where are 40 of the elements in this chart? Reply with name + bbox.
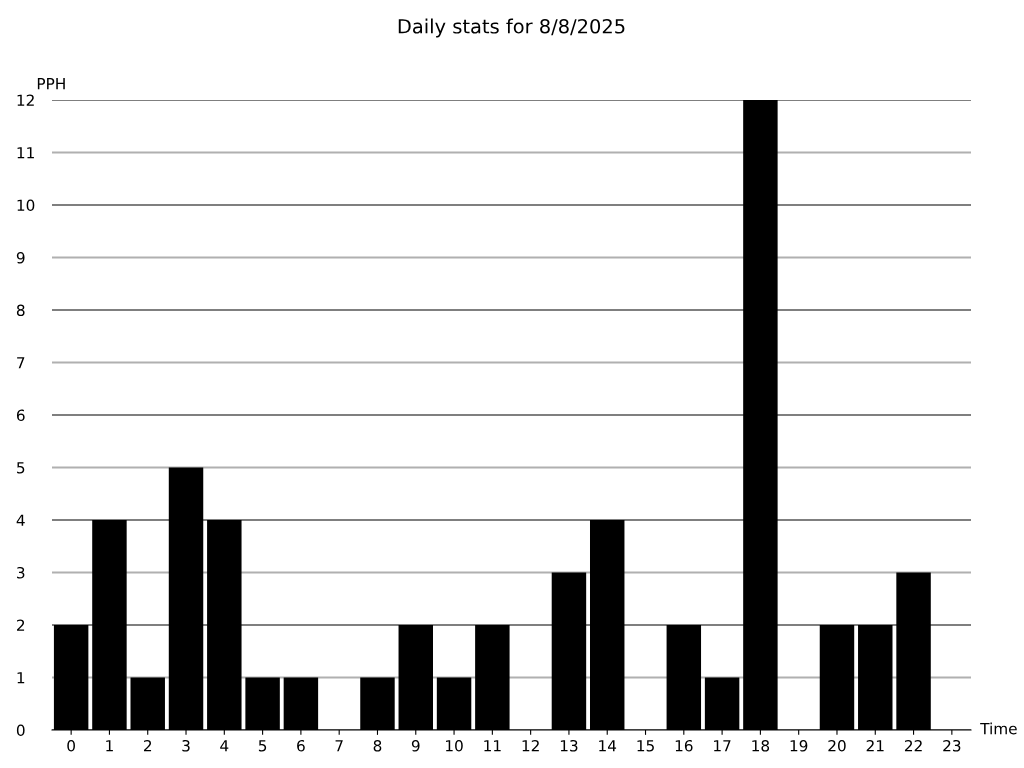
chart-title: Daily stats for 8/8/2025 [398,18,625,38]
y-tick-label: 4 [16,514,25,526]
x-tick-label: 12 [522,739,539,752]
x-tick-label: 5 [258,740,267,752]
y-tick-label: 5 [17,462,25,474]
y-tick-label: 0 [16,724,25,737]
x-axis-title: Time [980,722,1017,735]
x-tick-label: 15 [637,740,654,752]
y-tick-label: 2 [17,619,25,631]
x-tick-label: 3 [182,739,190,752]
y-tick-label: 8 [16,304,25,317]
y-tick-label: 10 [17,199,35,212]
x-tick-label: 6 [297,739,305,752]
y-tick-label: 7 [17,357,25,369]
x-tick-label: 16 [675,739,693,752]
x-tick-label: 13 [560,739,578,752]
y-tick-label: 6 [16,409,25,422]
x-tick-label: 4 [220,740,229,752]
y-tick-label: 3 [17,566,25,579]
y-axis-title: PPH [37,78,65,90]
y-tick-label: 1 [17,672,25,684]
x-tick-label: 21 [866,739,884,752]
y-tick-label: 9 [16,251,25,264]
x-tick-label: 18 [752,739,770,752]
x-tick-label: 8 [373,739,382,752]
x-tick-label: 14 [599,740,617,752]
x-tick-label: 11 [484,740,501,752]
x-tick-label: 0 [67,739,75,752]
x-tick-label: 2 [143,739,152,752]
x-tick-label: 22 [904,739,922,752]
x-tick-label: 19 [790,739,808,752]
x-tick-label: 1 [106,740,113,752]
x-tick-label: 20 [828,739,846,752]
y-tick-label: 11 [17,147,34,159]
y-tick-label: 12 [17,94,34,106]
x-tick-label: 10 [446,739,463,752]
x-tick-label: 9 [411,739,420,752]
x-tick-label: 7 [335,740,343,752]
x-tick-label: 17 [714,740,731,752]
x-tick-label: 23 [943,739,961,752]
